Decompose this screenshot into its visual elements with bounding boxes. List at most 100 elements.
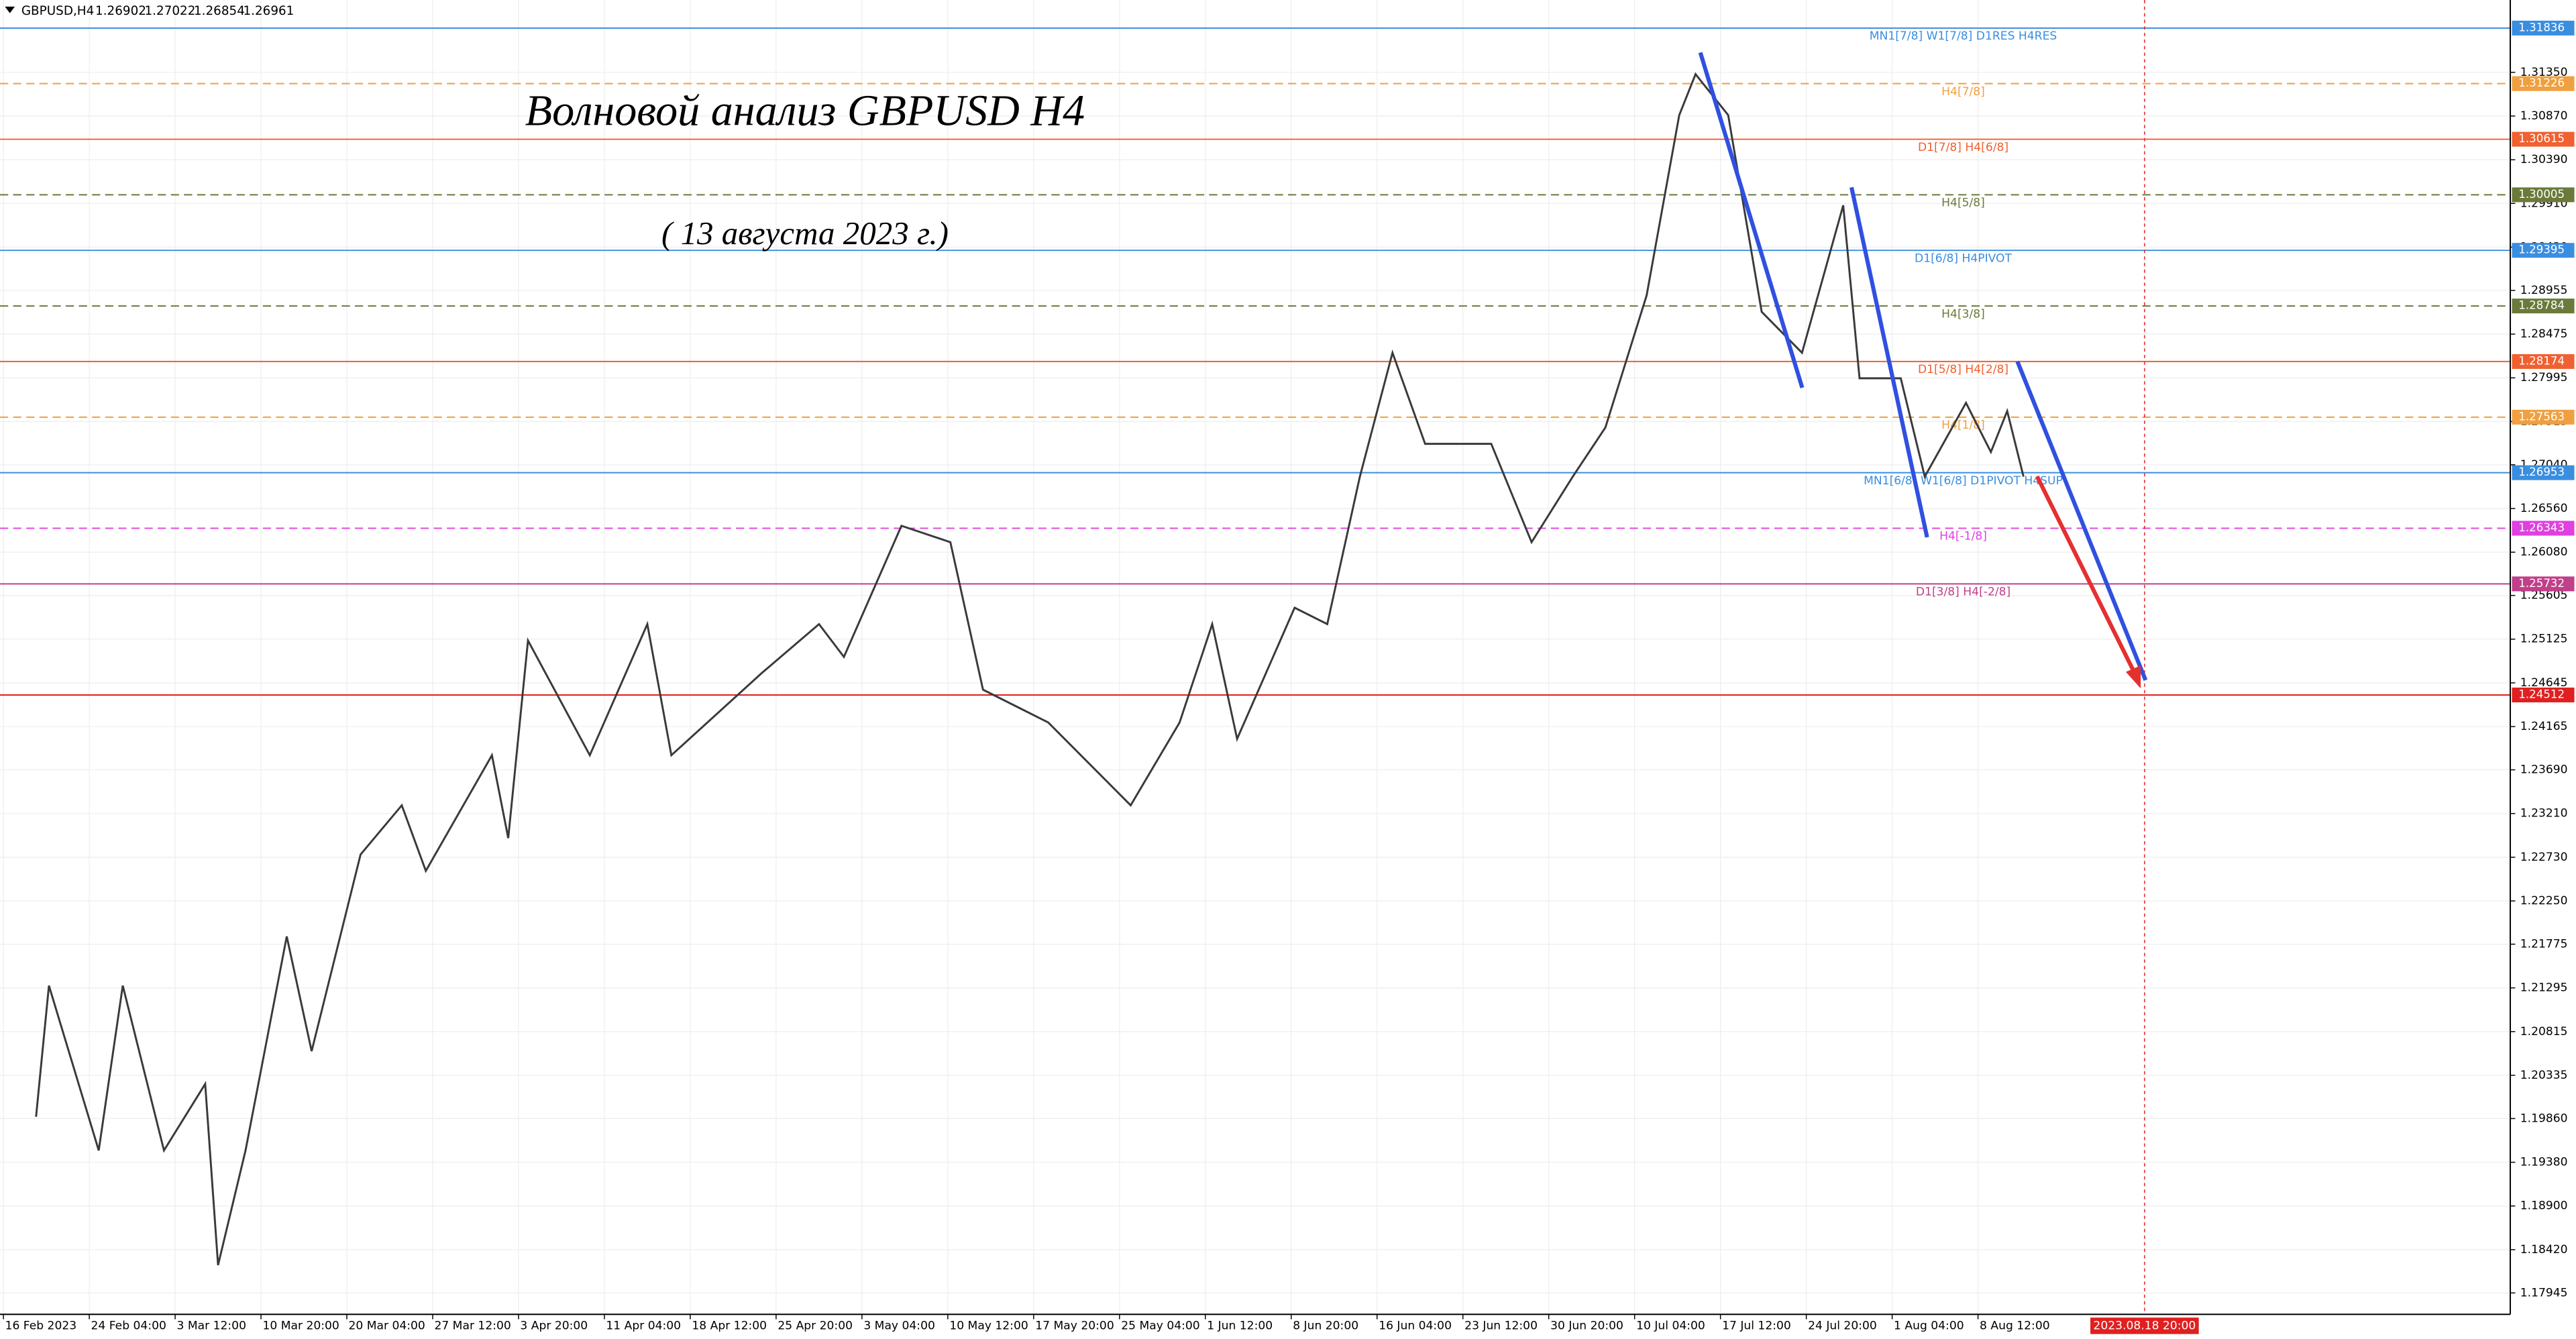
y-tick-label: 1.25125	[2520, 633, 2568, 646]
price-box	[2512, 187, 2575, 203]
x-tick-label: 3 Apr 20:00	[520, 1319, 588, 1332]
y-tick-label: 1.26560	[2520, 502, 2568, 515]
price-box	[2512, 576, 2575, 592]
y-tick-label: 1.23210	[2520, 807, 2568, 820]
price-box-label: 1.31836	[2518, 21, 2565, 34]
x-tick-label: 10 Mar 20:00	[262, 1319, 339, 1332]
y-tick-label: 1.24645	[2520, 676, 2568, 690]
y-tick-label: 1.21295	[2520, 981, 2568, 995]
wave-line	[1698, 52, 1805, 388]
x-tick-label: 8 Jun 20:00	[1293, 1319, 1358, 1332]
level-label: H4[3/8]	[1941, 307, 1985, 321]
x-tick-label: 16 Feb 2023	[5, 1319, 77, 1332]
price-box	[2512, 131, 2575, 147]
y-tick-label: 1.17945	[2520, 1286, 2568, 1299]
x-tick-label: 25 Apr 20:00	[777, 1319, 853, 1332]
price-box-label: 1.28784	[2518, 299, 2565, 312]
time-box-label: 2023.08.18 20:00	[2093, 1319, 2196, 1332]
x-tick-label: 18 Apr 12:00	[692, 1319, 767, 1332]
level-label: H4[7/8]	[1941, 85, 1985, 99]
menu-icon	[5, 6, 15, 13]
price-box	[2512, 76, 2575, 91]
arrow-head	[2125, 665, 2141, 689]
level-label: H4[-1/8]	[1939, 530, 1987, 543]
y-tick-label: 1.20815	[2520, 1025, 2568, 1038]
level-label: MN1[7/8] W1[7/8] D1RES H4RES	[1870, 30, 2057, 43]
level-label: MN1[6/8] W1[6/8] D1PIVOT H4SUP	[1864, 474, 2063, 488]
symbol: GBPUSD,H4	[21, 4, 94, 18]
price-line	[35, 72, 2025, 1266]
x-tick-label: 8 Aug 12:00	[1980, 1319, 2050, 1332]
price-box-label: 1.30005	[2518, 188, 2565, 201]
level-label: D1[3/8] H4[-2/8]	[1916, 586, 2010, 599]
y-tick-label: 1.25605	[2520, 589, 2568, 602]
price-box	[2512, 20, 2575, 36]
ohlc-value: 1.27022	[145, 4, 196, 18]
x-tick-label: 25 May 04:00	[1121, 1319, 1199, 1332]
level-label: D1[7/8] H4[6/8]	[1918, 141, 2008, 154]
y-tick-label: 1.22250	[2520, 894, 2568, 908]
y-tick-label: 1.22730	[2520, 851, 2568, 864]
price-box	[2512, 354, 2575, 369]
axes: 1.313501.308701.303901.299101.294301.289…	[3, 20, 2575, 1334]
price-box-label: 1.26343	[2518, 521, 2565, 534]
x-tick-label: 24 Feb 04:00	[91, 1319, 166, 1332]
wave-line	[2015, 360, 2148, 682]
y-tick-label: 1.31350	[2520, 66, 2568, 79]
x-tick-label: 10 May 12:00	[949, 1319, 1028, 1332]
x-tick-label: 3 May 04:00	[863, 1319, 935, 1332]
time-box	[2090, 1318, 2199, 1334]
price-box-label: 1.29395	[2518, 244, 2565, 256]
price-box	[2512, 409, 2575, 425]
x-tick-label: 23 Jun 12:00	[1464, 1319, 1538, 1332]
price-box	[2512, 465, 2575, 480]
y-tick-label: 1.19380	[2520, 1156, 2568, 1169]
x-tick-label: 24 Jul 20:00	[1808, 1319, 1877, 1332]
price-box-label: 1.28174	[2518, 354, 2565, 367]
level-label: D1[6/8] H4PIVOT	[1915, 252, 2012, 265]
price-box-label: 1.30615	[2518, 132, 2565, 145]
y-tick-label: 1.21775	[2520, 937, 2568, 951]
annotations	[1698, 52, 2148, 689]
wave-line	[1849, 186, 1929, 538]
ohlc-value: 1.26854	[194, 4, 245, 18]
y-tick-label: 1.30390	[2520, 153, 2568, 166]
chart-subtitle: ( 13 августа 2023 г.)	[661, 215, 949, 252]
y-tick-label: 1.27995	[2520, 371, 2568, 384]
x-tick-label: 1 Jun 12:00	[1207, 1319, 1273, 1332]
y-tick-label: 1.24165	[2520, 720, 2568, 733]
x-tick-label: 1 Aug 04:00	[1894, 1319, 1964, 1332]
price-box	[2512, 521, 2575, 536]
price-box	[2512, 687, 2575, 702]
forecast-arrow	[2035, 475, 2138, 676]
y-tick-label: 1.18420	[2520, 1243, 2568, 1256]
price-box	[2512, 299, 2575, 314]
y-tick-label: 1.30870	[2520, 109, 2568, 123]
series	[35, 72, 2025, 1266]
price-box-label: 1.25732	[2518, 577, 2565, 590]
ohlc-value: 1.26902	[95, 4, 146, 18]
x-tick-label: 11 Apr 04:00	[606, 1319, 681, 1332]
price-box	[2512, 243, 2575, 258]
price-box-label: 1.27563	[2518, 410, 2565, 423]
y-tick-label: 1.23690	[2520, 763, 2568, 777]
level-label: H4[5/8]	[1941, 197, 1985, 210]
chart-title: Волновой анализ GBPUSD H4	[525, 87, 1085, 136]
y-tick-label: 1.19860	[2520, 1112, 2568, 1125]
x-tick-label: 10 Jul 04:00	[1636, 1319, 1705, 1332]
price-box-label: 1.26953	[2518, 466, 2565, 478]
x-tick-label: 17 Jul 12:00	[1722, 1319, 1791, 1332]
x-tick-label: 27 Mar 12:00	[434, 1319, 511, 1332]
y-tick-label: 1.18900	[2520, 1199, 2568, 1213]
x-tick-label: 20 Mar 04:00	[348, 1319, 425, 1332]
x-tick-label: 30 Jun 20:00	[1550, 1319, 1623, 1332]
level-label: D1[5/8] H4[2/8]	[1918, 363, 2008, 376]
y-tick-label: 1.20335	[2520, 1069, 2568, 1082]
y-tick-label: 1.28475	[2520, 327, 2568, 341]
ohlc-value: 1.26961	[243, 4, 294, 18]
x-tick-label: 3 Mar 12:00	[177, 1319, 246, 1332]
